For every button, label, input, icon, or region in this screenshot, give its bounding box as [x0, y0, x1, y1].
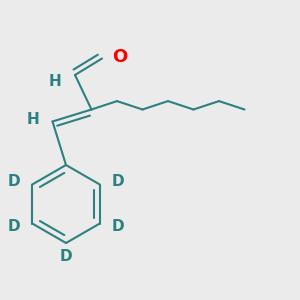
Text: D: D: [112, 219, 124, 234]
Text: D: D: [8, 219, 20, 234]
Text: O: O: [112, 48, 128, 66]
Text: H: H: [49, 74, 61, 88]
Text: D: D: [60, 249, 72, 264]
Text: D: D: [112, 174, 124, 189]
Text: H: H: [26, 112, 39, 128]
Text: D: D: [8, 174, 20, 189]
